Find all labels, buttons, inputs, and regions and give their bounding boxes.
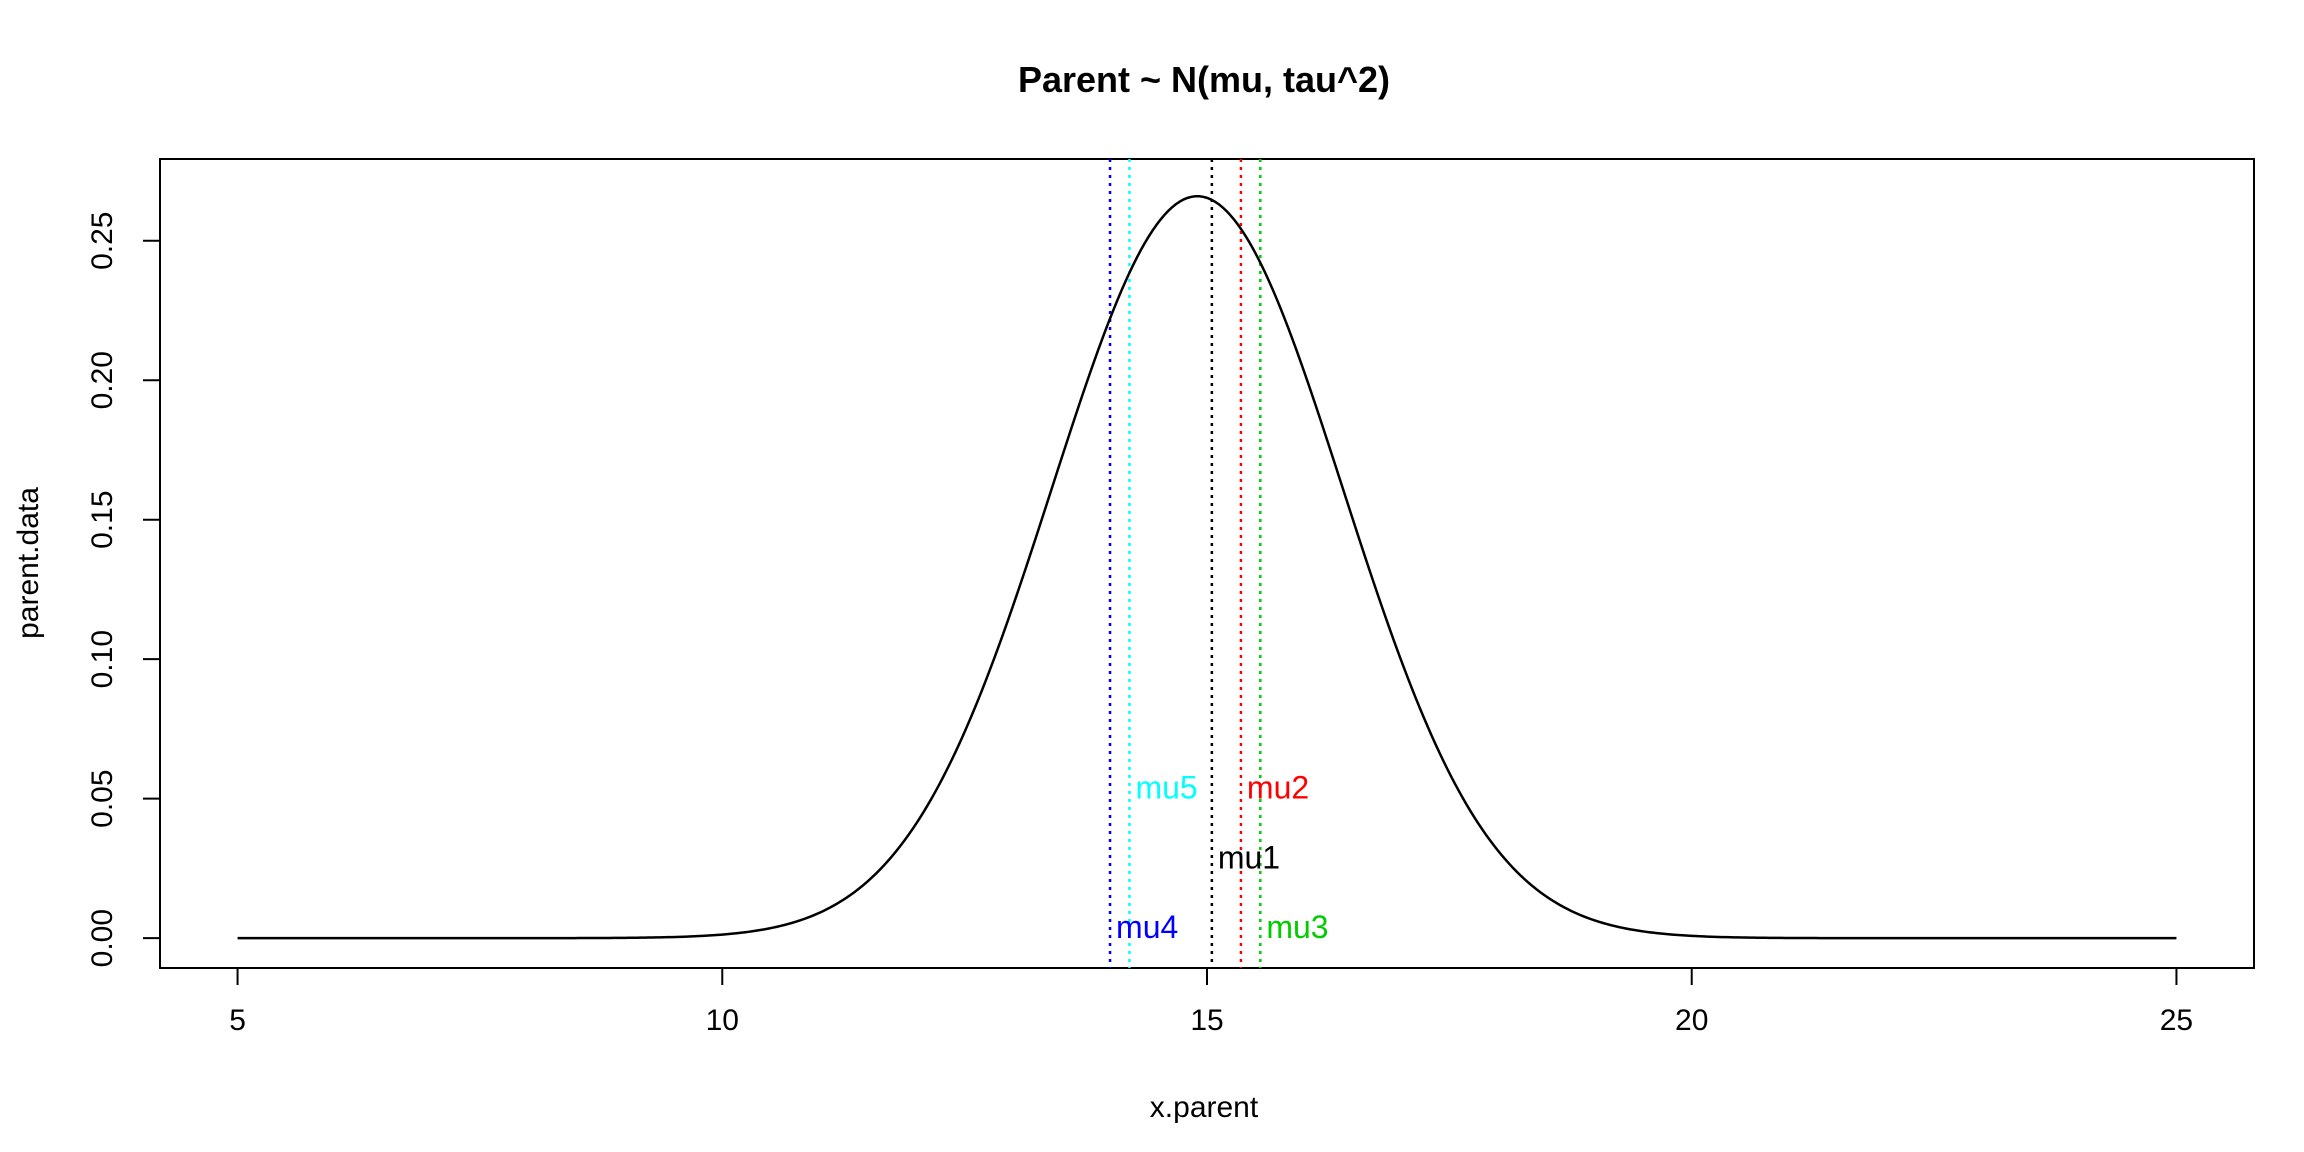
x-axis-label: x.parent — [1150, 1091, 1259, 1124]
y-tick-label: 0.10 — [86, 630, 119, 688]
x-tick-label: 20 — [1675, 1004, 1708, 1037]
y-tick-label: 0.20 — [86, 351, 119, 409]
x-tick-label: 5 — [229, 1004, 246, 1037]
marker-label-mu5: mu5 — [1135, 770, 1197, 806]
y-tick-label: 0.15 — [86, 491, 119, 549]
marker-lines — [1108, 159, 1262, 968]
y-axis: 0.00 0.05 0.10 0.15 0.20 0.25 — [86, 212, 161, 967]
marker-labels: mu1 mu2 mu3 mu4 mu5 — [1116, 770, 1329, 945]
marker-label-mu1: mu1 — [1218, 839, 1280, 875]
chart-title: Parent ~ N(mu, tau^2) — [1018, 59, 1390, 100]
plot-frame — [159, 158, 2255, 969]
y-tick-label: 0.05 — [86, 769, 119, 827]
x-axis: 5 10 15 20 25 — [229, 967, 2193, 1037]
y-axis-label: parent.data — [12, 487, 45, 639]
y-tick-label: 0.00 — [86, 909, 119, 967]
x-tick-label: 10 — [706, 1004, 739, 1037]
marker-label-mu2: mu2 — [1247, 770, 1309, 806]
marker-label-mu3: mu3 — [1266, 909, 1328, 945]
x-tick-label: 15 — [1190, 1004, 1223, 1037]
y-tick-label: 0.25 — [86, 212, 119, 270]
density-curve — [237, 195, 2177, 940]
marker-label-mu4: mu4 — [1116, 909, 1178, 945]
x-tick-label: 25 — [2160, 1004, 2193, 1037]
